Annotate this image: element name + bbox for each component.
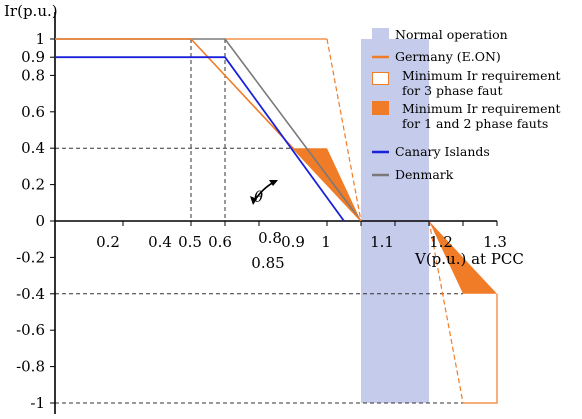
legend-label-1-2-phase-line1: Minimum Ir requirement bbox=[402, 101, 561, 116]
x-tick-label: 0.85 bbox=[251, 254, 284, 272]
legend-label-denmark: Denmark bbox=[395, 167, 454, 182]
x-tick-label: 1.3 bbox=[483, 233, 507, 251]
x-tick-label: 1.2 bbox=[429, 233, 453, 251]
legend-label-germany: Germany (E.ON) bbox=[395, 49, 501, 64]
line-germany bbox=[55, 38, 362, 222]
angle-label: θ bbox=[254, 188, 263, 206]
y-tick-label: 0.8 bbox=[21, 66, 45, 84]
legend-label-normal-operation: Normal operation bbox=[395, 27, 508, 42]
region-1-2-phase-high bbox=[429, 221, 497, 294]
x-tick-label: 0.9 bbox=[281, 233, 305, 251]
y-tick-label: -0.8 bbox=[16, 358, 45, 376]
y-tick-label: -1 bbox=[30, 394, 45, 412]
legend-label-3-phase-line1: Minimum Ir requirement bbox=[402, 68, 561, 83]
y-tick-label: 0.4 bbox=[21, 139, 45, 157]
legend-label-canary-islands: Canary Islands bbox=[395, 144, 490, 159]
y-tick-label: -0.2 bbox=[16, 248, 45, 266]
x-tick-label: 0.6 bbox=[208, 233, 232, 251]
legend-label-1-2-phase-line2: for 1 and 2 phase fauts bbox=[402, 116, 548, 131]
legend-swatch-1-2-phase bbox=[372, 101, 389, 115]
y-tick-label: 1 bbox=[35, 30, 45, 48]
angle-arrowhead-lower bbox=[250, 196, 257, 205]
angle-arrowhead-upper bbox=[269, 180, 278, 186]
y-tick-label: 0 bbox=[35, 212, 45, 230]
x-axis-label: V(p.u.) at PCC bbox=[414, 250, 524, 268]
outline-3-phase-lower-descent bbox=[428, 220, 464, 404]
line-canary-islands bbox=[55, 56, 345, 222]
x-tick-label: 0.8 bbox=[258, 229, 282, 247]
outline-3-phase-descent bbox=[326, 38, 362, 222]
y-tick-label: 0.9 bbox=[21, 48, 45, 66]
legend-label-3-phase-line2: for 3 phase faut bbox=[402, 83, 502, 98]
line-denmark bbox=[55, 38, 362, 222]
y-tick-label: -0.4 bbox=[16, 285, 45, 303]
y-axis-label: Ir(p.u.) bbox=[4, 2, 58, 20]
x-tick-label: 0.2 bbox=[96, 233, 120, 251]
x-tick-label: 0.4 bbox=[148, 233, 172, 251]
y-tick-label: 0.6 bbox=[21, 103, 45, 121]
legend-swatch-normal-operation bbox=[372, 28, 389, 41]
x-tick-label: 1 bbox=[321, 233, 331, 251]
legend-swatch-3-phase bbox=[372, 72, 389, 85]
x-tick-label: 0.5 bbox=[178, 233, 202, 251]
x-tick-label: 1.1 bbox=[370, 233, 394, 251]
y-tick-label: 0.2 bbox=[21, 176, 45, 194]
outline-3-phase-bottom bbox=[463, 293, 498, 404]
y-tick-label: -0.6 bbox=[16, 321, 45, 339]
